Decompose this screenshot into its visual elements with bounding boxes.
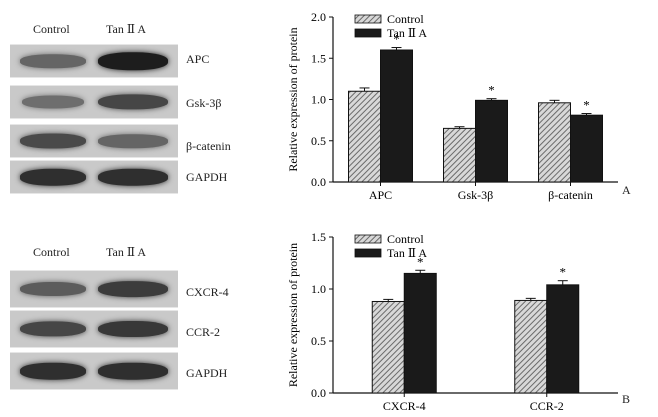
blot-row-apc	[10, 44, 178, 78]
band	[98, 94, 168, 110]
lane-label-tan-b: Tan Ⅱ A	[106, 245, 146, 259]
significance-mark: *	[560, 265, 567, 280]
x-tick-label: Gsk-3β	[458, 188, 493, 202]
band	[98, 168, 168, 186]
band	[20, 282, 86, 296]
legend-swatch	[354, 28, 382, 38]
band	[98, 281, 168, 297]
legend-swatch	[354, 14, 382, 24]
panel-letter-b: B	[622, 392, 631, 406]
y-tick-label: 0.5	[311, 334, 326, 348]
significance-mark: *	[417, 254, 424, 269]
blot-label-ccr2: CCR-2	[186, 325, 221, 339]
blot-row-bcatenin	[10, 124, 178, 158]
y-tick-label: 1.0	[311, 282, 326, 296]
legend-label: Control	[387, 12, 424, 26]
x-tick-label: β-catenin	[548, 188, 593, 202]
legend-swatch	[354, 248, 382, 258]
bar	[371, 300, 405, 394]
bar	[514, 299, 548, 394]
band	[98, 362, 168, 380]
band	[98, 52, 168, 70]
blot-row-gapdh-a	[10, 160, 178, 194]
blot-row-ccr2	[10, 310, 178, 348]
legend-swatch	[354, 234, 382, 244]
significance-mark: *	[488, 83, 495, 98]
significance-mark: *	[583, 98, 590, 113]
band	[20, 168, 86, 186]
y-tick-label: 0.0	[311, 386, 326, 400]
band	[98, 321, 168, 337]
legend-label: Tan Ⅱ A	[387, 26, 427, 40]
legend-label: Tan Ⅱ A	[387, 246, 427, 260]
band	[20, 362, 86, 380]
bar	[475, 99, 508, 183]
band	[98, 134, 168, 148]
significance-mark: *	[393, 32, 400, 47]
bar	[538, 102, 571, 183]
y-tick-label: 1.5	[311, 51, 326, 65]
bar	[570, 114, 603, 183]
blot-label-apc: APC	[186, 52, 210, 66]
x-tick-label: CCR-2	[530, 399, 564, 413]
bar	[546, 284, 580, 394]
blot-row-cxcr4	[10, 270, 178, 308]
band	[22, 95, 84, 109]
bar	[443, 127, 476, 183]
bar	[403, 272, 437, 394]
blot-label-bcatenin: β-catenin	[186, 139, 231, 153]
y-tick-label: 0.0	[311, 175, 326, 189]
y-tick-label: 1.0	[311, 93, 326, 107]
x-tick-label: APC	[369, 188, 392, 202]
blot-label-gsk: Gsk-3β	[186, 96, 222, 110]
band	[20, 54, 86, 68]
y-axis-label: Relative expression of protein	[286, 27, 300, 171]
blot-row-gapdh-b	[10, 352, 178, 390]
lane-label-tan-a: Tan Ⅱ A	[106, 22, 146, 36]
lane-label-control-a: Control	[33, 22, 70, 36]
y-tick-label: 2.0	[311, 10, 326, 24]
blot-label-cxcr4: CXCR-4	[186, 285, 229, 299]
band	[20, 321, 86, 337]
bar	[380, 49, 413, 183]
band	[20, 133, 86, 149]
blot-label-gapdh-a: GAPDH	[186, 170, 228, 184]
y-tick-label: 0.5	[311, 134, 326, 148]
legend-label: Control	[387, 232, 424, 246]
lane-label-control-b: Control	[33, 245, 70, 259]
y-tick-label: 1.5	[311, 230, 326, 244]
x-tick-label: CXCR-4	[383, 399, 426, 413]
panel-letter-a: A	[622, 183, 631, 197]
bar	[348, 90, 381, 183]
blot-row-gsk	[10, 85, 178, 119]
blot-label-gapdh-b: GAPDH	[186, 366, 228, 380]
y-axis-label: Relative expression of protein	[286, 243, 300, 387]
